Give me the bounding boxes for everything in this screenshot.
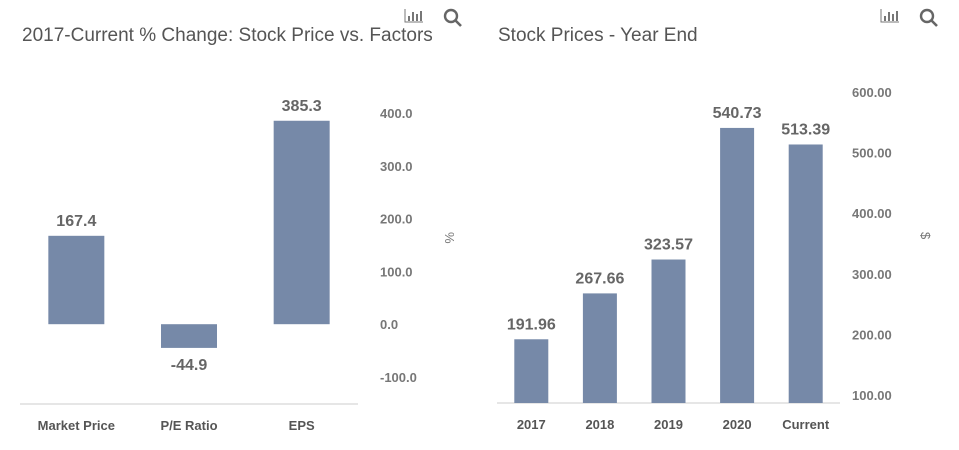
x-tick-label: 2018 [585,417,614,432]
bar [514,339,549,403]
bar [788,144,823,403]
bar-chart-icon[interactable] [403,8,425,29]
y-tick-label: -100.0 [380,370,417,385]
bar [720,127,755,404]
y-tick-label: 400.00 [852,206,892,221]
search-icon[interactable] [443,8,463,33]
data-label: 323.57 [644,237,693,254]
bar [651,259,686,403]
bar [273,120,330,325]
x-tick-label: 2017 [517,417,546,432]
y-tick-label: 500.00 [852,146,892,161]
bar [161,324,217,348]
y-tick-label: 0.0 [380,317,398,332]
data-label: 167.4 [56,213,96,230]
chart-title-right: Stock Prices - Year End [498,25,698,46]
y-tick-label: 300.0 [380,159,413,174]
x-tick-label: 2020 [723,417,752,432]
y-tick-label: 100.00 [852,388,892,403]
bar [582,293,617,403]
data-label: 540.73 [713,105,762,122]
x-tick-label: 2019 [654,417,683,432]
x-tick-label: EPS [289,418,315,433]
data-label: -44.9 [171,357,208,374]
bar-chart-icon-right[interactable] [879,8,901,29]
y-tick-label: 600.00 [852,85,892,100]
x-tick-label: Current [782,417,830,432]
x-tick-label: P/E Ratio [160,418,217,433]
y-axis-label: % [442,232,457,244]
y-tick-label: 200.0 [380,212,413,227]
y-axis-label: $ [918,232,933,240]
y-tick-label: 400.0 [380,106,413,121]
x-tick-label: Market Price [38,418,115,433]
data-label: 267.66 [575,270,624,287]
y-tick-label: 200.00 [852,327,892,342]
chart-title-left: 2017-Current % Change: Stock Price vs. F… [22,25,433,46]
bar [48,235,105,325]
search-icon-right[interactable] [919,8,939,33]
data-label: 191.96 [507,316,556,333]
data-label: 513.39 [781,121,830,138]
y-tick-label: 300.00 [852,267,892,282]
y-tick-label: 100.0 [380,264,413,279]
data-label: 385.3 [282,98,322,115]
